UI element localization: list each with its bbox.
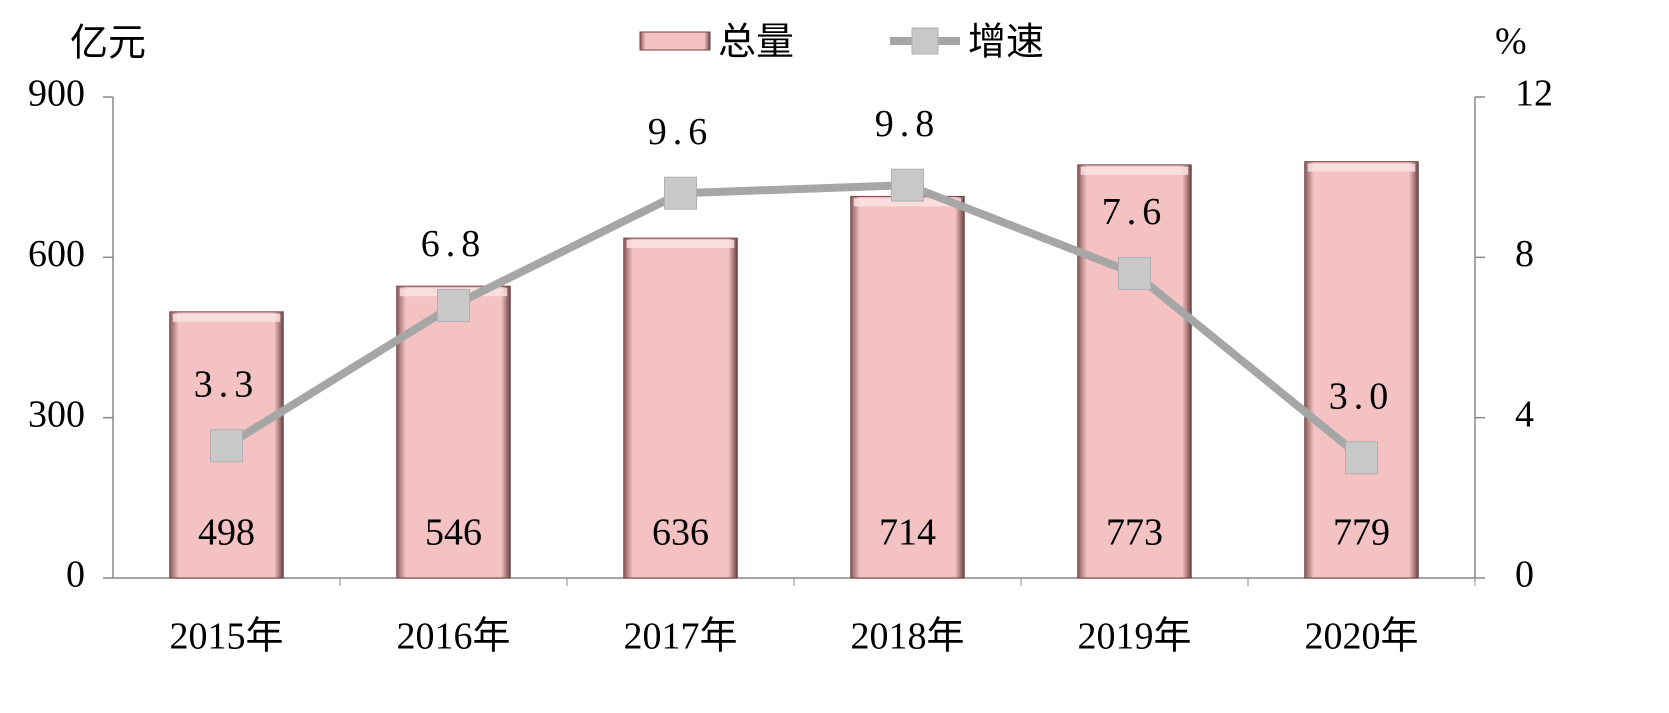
line-marker: [664, 176, 697, 210]
y-tick-label: 0: [66, 554, 85, 596]
y2-tick-label: 12: [1515, 73, 1553, 115]
x-tick-label: 2016年: [396, 616, 510, 658]
legend-swatch: [639, 31, 711, 51]
y2-tick-label: 4: [1515, 393, 1534, 435]
bar-value-label: 636: [652, 512, 709, 554]
line-marker: [1345, 441, 1378, 475]
bar: [623, 237, 738, 579]
line-value-label: 9.8: [875, 103, 941, 145]
bar-bevel: [172, 313, 281, 322]
bar: [1077, 164, 1192, 579]
line-value-label: 3.0: [1329, 375, 1395, 417]
legend-marker: [911, 27, 939, 55]
line-marker: [891, 168, 924, 202]
line-marker: [210, 429, 243, 463]
legend-label: 增速: [968, 20, 1044, 64]
x-tick-label: 2017年: [623, 616, 737, 658]
bar-value-label: 773: [1106, 512, 1163, 554]
y-tick-label: 900: [28, 73, 85, 115]
bar-bevel: [853, 198, 962, 207]
legend-label: 总量: [718, 20, 794, 64]
y2-axis-title: %: [1495, 21, 1527, 63]
bar-value-label: 714: [879, 512, 936, 554]
x-tick-label: 2020年: [1304, 616, 1418, 658]
line-marker: [1118, 256, 1151, 290]
y2-tick-label: 0: [1515, 554, 1534, 596]
bar-value-label: 779: [1333, 512, 1390, 554]
bar-bevel: [626, 240, 735, 249]
bar-value-label: 546: [425, 512, 482, 554]
line-value-label: 7.6: [1102, 191, 1168, 233]
y-tick-label: 300: [28, 393, 85, 435]
line-value-label: 6.8: [421, 223, 487, 265]
x-tick-label: 2018年: [850, 616, 964, 658]
y-tick-label: 600: [28, 233, 85, 275]
x-tick-label: 2015年: [169, 616, 283, 658]
bar: [1304, 161, 1419, 579]
y-axis-title: 亿元: [70, 21, 146, 65]
bar-bevel: [1307, 163, 1416, 172]
line-value-label: 9.6: [648, 111, 714, 153]
bar-value-label: 498: [198, 512, 255, 554]
bar: [396, 285, 511, 579]
bar: [850, 195, 965, 579]
y2-tick-label: 8: [1515, 233, 1534, 275]
line-marker: [437, 288, 470, 322]
bar-bevel: [1080, 166, 1189, 175]
line: [224, 181, 1365, 461]
line-value-label: 3.3: [194, 363, 260, 405]
x-tick-label: 2019年: [1077, 616, 1191, 658]
